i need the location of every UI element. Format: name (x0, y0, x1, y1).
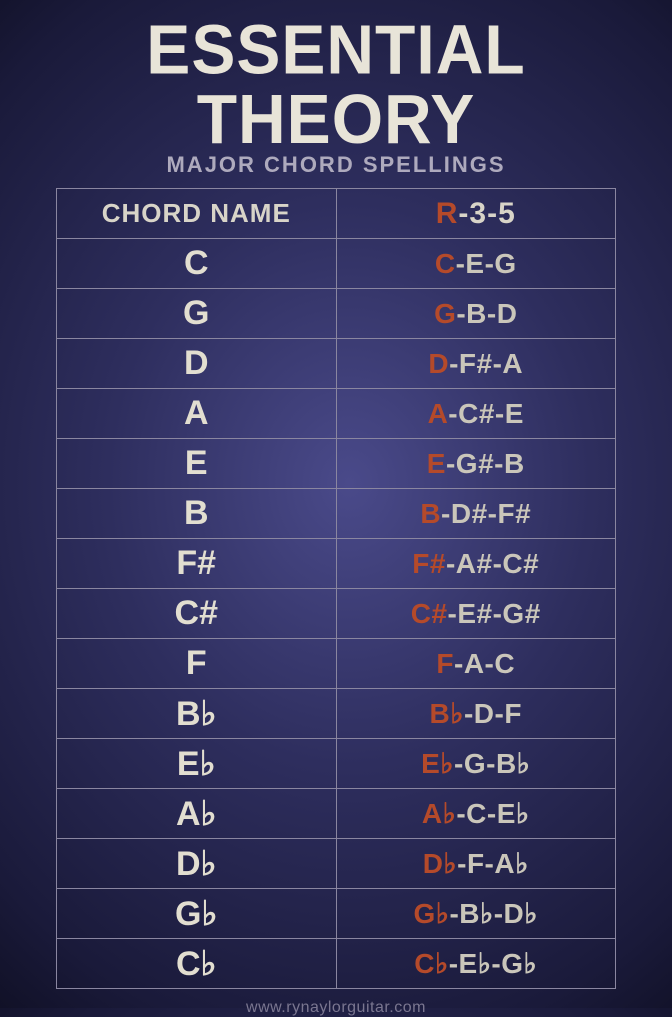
table-row: D♭D♭-F-A♭ (57, 839, 616, 889)
chord-name-cell: E (57, 439, 337, 489)
chord-name-cell: E♭ (57, 739, 337, 789)
table-row: CC-E-G (57, 239, 616, 289)
chord-spelling-cell: C♭-E♭-G♭ (336, 939, 616, 989)
chord-spelling-cell: A♭-C-E♭ (336, 789, 616, 839)
spelling-root: D (428, 348, 449, 379)
spelling-rest: -B♭-D♭ (449, 898, 538, 929)
spelling-root: C (435, 248, 456, 279)
chord-spelling-cell: G-B-D (336, 289, 616, 339)
chord-spelling-cell: E-G#-B (336, 439, 616, 489)
chord-name-cell: C# (57, 589, 337, 639)
spelling-rest: -A-C (454, 648, 515, 679)
table-row: FF-A-C (57, 639, 616, 689)
header-formula: R-3-5 (336, 189, 616, 239)
chord-spelling-cell: E♭-G-B♭ (336, 739, 616, 789)
table-row: C♭C♭-E♭-G♭ (57, 939, 616, 989)
chord-name-cell: C♭ (57, 939, 337, 989)
table-row: BB-D#-F# (57, 489, 616, 539)
spelling-rest: -F-A♭ (457, 848, 529, 879)
chord-spelling-cell: C-E-G (336, 239, 616, 289)
table-row: EE-G#-B (57, 439, 616, 489)
header-chord-name: CHORD NAME (57, 189, 337, 239)
table-row: F#F#-A#-C# (57, 539, 616, 589)
spelling-root: E♭ (421, 748, 454, 779)
spelling-root: D♭ (423, 848, 457, 879)
table-row: B♭B♭-D-F (57, 689, 616, 739)
spelling-root: F# (412, 548, 446, 579)
table-header-row: CHORD NAME R-3-5 (57, 189, 616, 239)
chord-name-cell: B♭ (57, 689, 337, 739)
spelling-root: A♭ (422, 798, 456, 829)
spelling-rest: -A#-C# (446, 548, 539, 579)
chord-spelling-cell: D♭-F-A♭ (336, 839, 616, 889)
chord-spelling-cell: F-A-C (336, 639, 616, 689)
chord-name-cell: D (57, 339, 337, 389)
spelling-root: B♭ (430, 698, 464, 729)
spelling-root: E (427, 448, 446, 479)
chord-name-cell: B (57, 489, 337, 539)
chord-name-cell: G♭ (57, 889, 337, 939)
chord-name-cell: C (57, 239, 337, 289)
chord-spelling-cell: A-C#-E (336, 389, 616, 439)
formula-root: R (436, 197, 459, 230)
chord-spelling-cell: B-D#-F# (336, 489, 616, 539)
table-row: AA-C#-E (57, 389, 616, 439)
spelling-rest: -G-B♭ (454, 748, 530, 779)
spelling-root: C# (411, 598, 448, 629)
page-title: ESSENTIAL THEORY (28, 15, 644, 154)
table-row: C#C#-E#-G# (57, 589, 616, 639)
chord-name-cell: D♭ (57, 839, 337, 889)
chord-name-cell: F# (57, 539, 337, 589)
chord-spelling-cell: G♭-B♭-D♭ (336, 889, 616, 939)
spelling-rest: -B-D (456, 298, 517, 329)
chord-spelling-cell: C#-E#-G# (336, 589, 616, 639)
table-row: A♭A♭-C-E♭ (57, 789, 616, 839)
chord-name-cell: A♭ (57, 789, 337, 839)
spelling-root: G♭ (413, 898, 449, 929)
spelling-root: B (420, 498, 441, 529)
spelling-rest: -E♭-G♭ (449, 948, 538, 979)
table-row: G♭G♭-B♭-D♭ (57, 889, 616, 939)
table-row: DD-F#-A (57, 339, 616, 389)
chord-name-cell: F (57, 639, 337, 689)
spelling-rest: -E-G (456, 248, 517, 279)
chord-spelling-cell: B♭-D-F (336, 689, 616, 739)
spelling-rest: -E#-G# (448, 598, 541, 629)
spelling-rest: -F#-A (449, 348, 523, 379)
spelling-rest: -C#-E (448, 398, 524, 429)
chord-spelling-cell: D-F#-A (336, 339, 616, 389)
chord-table: CHORD NAME R-3-5 CC-E-GGG-B-DDD-F#-AAA-C… (56, 188, 616, 989)
chord-spelling-cell: F#-A#-C# (336, 539, 616, 589)
spelling-rest: -D-F (464, 698, 522, 729)
formula-rest: -3-5 (458, 197, 515, 230)
table-row: GG-B-D (57, 289, 616, 339)
spelling-root: C♭ (414, 948, 448, 979)
spelling-root: G (434, 298, 456, 329)
spelling-rest: -G#-B (446, 448, 525, 479)
table-row: E♭E♭-G-B♭ (57, 739, 616, 789)
spelling-root: A (428, 398, 449, 429)
spelling-rest: -D#-F# (441, 498, 531, 529)
footer-url: www.rynaylorguitar.com (246, 999, 426, 1017)
chord-name-cell: A (57, 389, 337, 439)
spelling-rest: -C-E♭ (456, 798, 529, 829)
chord-name-cell: G (57, 289, 337, 339)
spelling-root: F (436, 648, 454, 679)
